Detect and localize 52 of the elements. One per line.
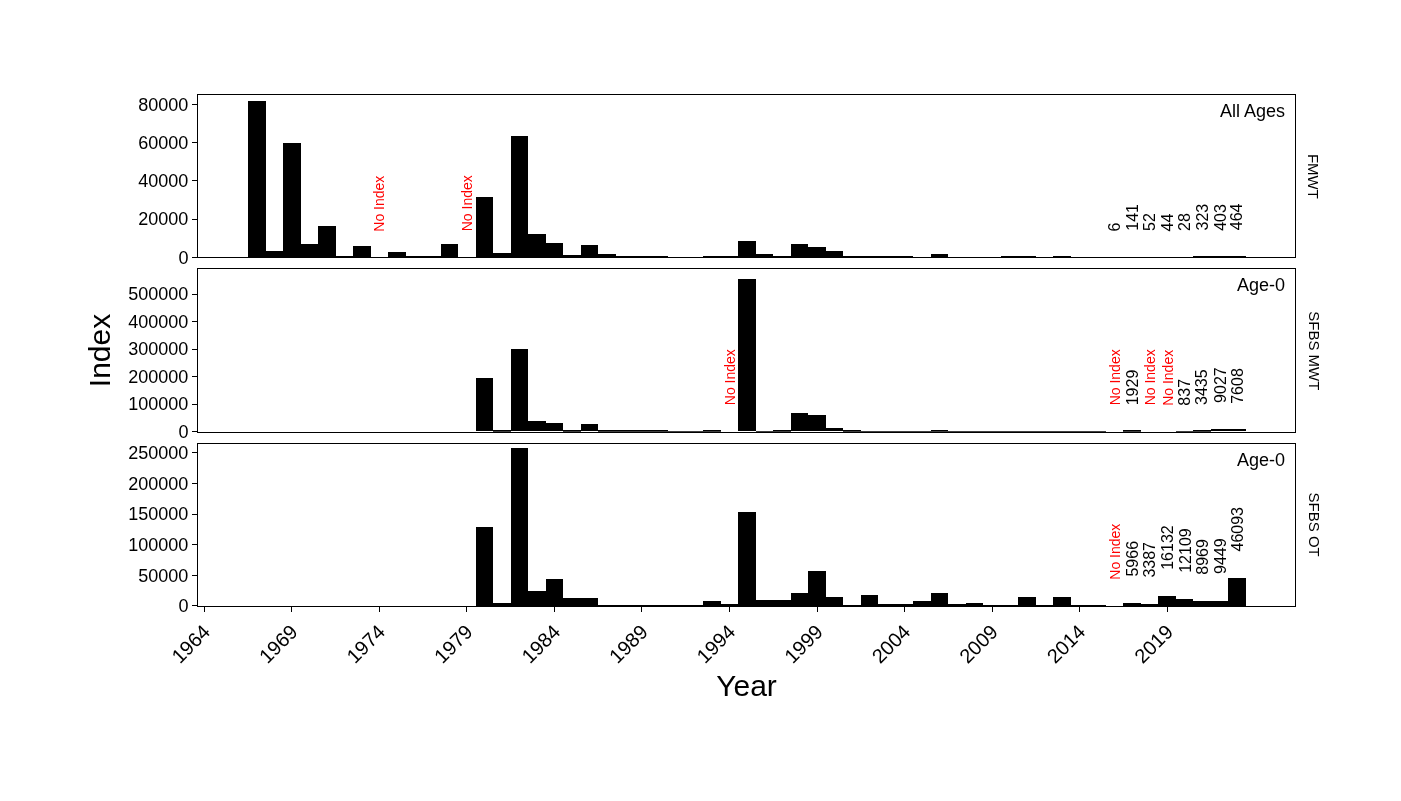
y-tick-label: 60000 <box>138 133 189 154</box>
y-tick-label: 20000 <box>138 209 189 230</box>
x-axis-title: Year <box>716 668 777 702</box>
data-label: 44 <box>1158 213 1176 232</box>
text: FMWT <box>1305 153 1323 199</box>
y-tick-label: 200000 <box>128 366 189 387</box>
data-label: 52 <box>1141 213 1159 231</box>
y-tick-label: 0 <box>178 247 189 268</box>
data-label: 1929 <box>1124 369 1142 406</box>
y-tick-label: 300000 <box>128 339 189 360</box>
data-label: 403 <box>1211 203 1229 231</box>
text: SFBS MWT <box>1305 311 1323 391</box>
data-label: 323 <box>1193 203 1211 231</box>
y-tick-label: 100000 <box>128 394 189 415</box>
text: No Index <box>458 175 475 232</box>
y-tick-label: 500000 <box>128 284 189 305</box>
data-label: 9027 <box>1211 367 1229 403</box>
data-label: 3387 <box>1140 541 1158 578</box>
data-label: 6 <box>1105 222 1123 232</box>
data-label: 5966 <box>1123 540 1141 577</box>
data-label: 9449 <box>1211 538 1229 574</box>
data-label: 464 <box>1228 203 1246 231</box>
chart-subtitle: Age-0 <box>1237 450 1286 470</box>
text: No Index <box>371 175 388 232</box>
data-label: 141 <box>1123 203 1141 231</box>
y-tick-label: 0 <box>178 596 189 617</box>
y-axis-title: Index <box>83 313 117 388</box>
data-label: 3435 <box>1193 369 1211 405</box>
y-tick-label: 250000 <box>128 443 189 464</box>
text: No Index <box>1159 349 1176 406</box>
text: No Index <box>721 349 738 406</box>
y-tick-label: 150000 <box>128 504 189 525</box>
y-tick-label: 400000 <box>128 311 189 332</box>
y-tick-label: 100000 <box>128 535 189 556</box>
text: SFBS OT <box>1306 492 1324 557</box>
chart-subtitle: All Ages <box>1220 101 1286 121</box>
data-label: 46093 <box>1228 506 1246 552</box>
data-label: 7608 <box>1228 368 1246 404</box>
y-tick-label: 50000 <box>138 565 189 586</box>
text: No Index <box>1142 349 1159 406</box>
y-tick-label: 0 <box>178 421 189 442</box>
y-tick-label: 40000 <box>138 171 189 192</box>
data-label: 8969 <box>1193 539 1211 575</box>
data-label: 837 <box>1175 378 1193 406</box>
y-tick-label: 80000 <box>138 94 189 115</box>
data-label: 16132 <box>1158 525 1176 570</box>
text: No Index <box>1107 349 1124 406</box>
data-label: 28 <box>1176 213 1194 231</box>
data-label: 12109 <box>1176 528 1194 573</box>
text: No Index <box>1106 523 1123 580</box>
chart-subtitle: Age-0 <box>1237 275 1286 295</box>
y-tick-label: 200000 <box>128 473 189 494</box>
